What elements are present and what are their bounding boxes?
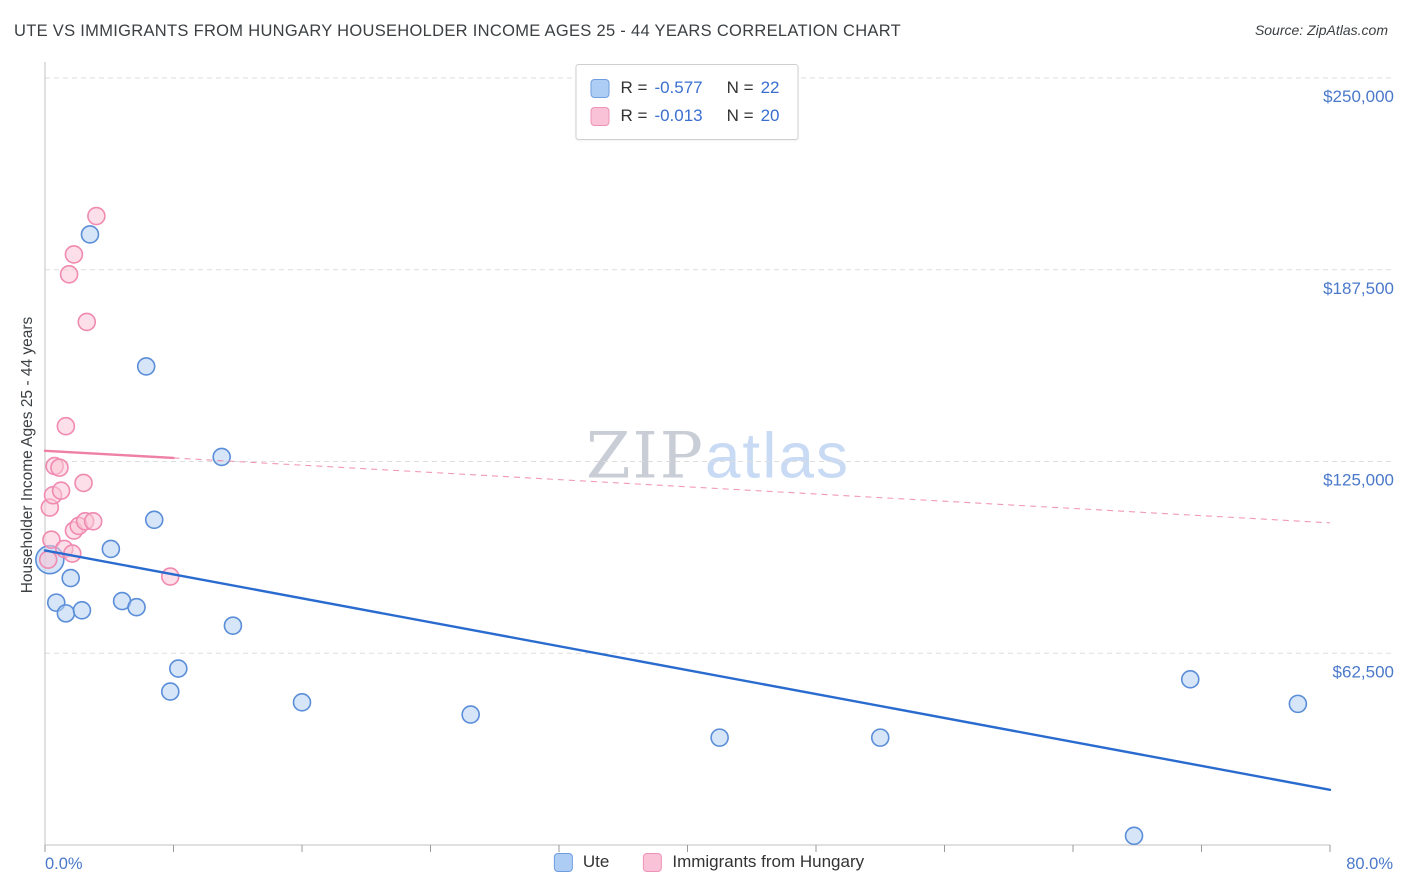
legend-row-ute: R = -0.577 N = 22 (590, 74, 780, 102)
hungary-series-label: Immigrants from Hungary (672, 852, 865, 871)
scatter-point-hungary (50, 458, 69, 477)
ute-series-label: Ute (582, 852, 610, 871)
scatter-point-ute (710, 728, 729, 747)
scatter-point-hungary (38, 550, 58, 569)
x-min-label: 0.0% (45, 855, 83, 873)
scatter-point-hungary (77, 312, 97, 332)
scatter-point-ute (292, 693, 312, 712)
scatter-point-ute (61, 568, 80, 588)
ute-n-value: 22 (760, 78, 780, 97)
y-tick-label: $125,000 (1323, 471, 1394, 490)
scatter-point-ute (1180, 670, 1200, 689)
scatter-point-hungary (51, 481, 71, 500)
ute-legend-swatch (590, 78, 610, 98)
scatter-point-ute (212, 447, 231, 467)
watermark: ZIPatlas (586, 419, 850, 494)
scatter-point-ute (160, 682, 180, 701)
scatter-point-ute (461, 705, 480, 724)
ute-r-label: R = (620, 78, 648, 97)
watermark-atlas: atlas (704, 419, 850, 492)
scatter-point-hungary (74, 473, 93, 493)
ute-swatch (553, 852, 573, 872)
scatter-point-ute (136, 357, 156, 376)
correlation-legend-box: R = -0.577 N = 22 R = -0.013 N = 20 (575, 64, 799, 140)
y-tick-label: $62,500 (1333, 662, 1394, 681)
scatter-point-ute (1288, 694, 1308, 714)
scatter-point-ute (169, 659, 188, 678)
scatter-point-ute (56, 604, 76, 623)
series-legend: Ute Immigrants from Hungary (553, 852, 888, 872)
legend-row-hungary: R = -0.013 N = 20 (590, 102, 780, 130)
hungary-n-label: N = (726, 106, 754, 125)
scatter-point-ute (101, 539, 121, 559)
scatter-point-ute (127, 597, 146, 617)
y-tick-label: $187,500 (1323, 279, 1394, 298)
page-title: UTE VS IMMIGRANTS FROM HUNGARY HOUSEHOLD… (14, 22, 902, 40)
y-axis-title: Householder Income Ages 25 - 44 years (19, 316, 36, 594)
y-tick-label: $250,000 (1323, 87, 1394, 106)
source-attribution: Source: ZipAtlas.com (1254, 22, 1388, 38)
scatter-point-ute (72, 600, 92, 620)
scatter-point-ute (870, 728, 890, 747)
scatter-point-hungary (59, 265, 79, 284)
scatter-point-hungary (87, 206, 106, 226)
header: UTE VS IMMIGRANTS FROM HUNGARY HOUSEHOLD… (0, 0, 1406, 56)
x-axis-footer: 0.0% Ute Immigrants from Hungary 80.0% (0, 851, 1406, 885)
hungary-r-label: R = (620, 106, 648, 125)
scatter-point-ute (144, 510, 164, 530)
ute-n-label: N = (726, 78, 754, 97)
hungary-swatch (643, 852, 663, 872)
hungary-legend-swatch (590, 106, 610, 126)
hungary-n-value: 20 (760, 106, 780, 125)
scatter-point-hungary (56, 416, 76, 436)
ute-trend-line (43, 549, 1332, 791)
scatter-point-hungary (42, 530, 61, 550)
hungary-r-value: -0.013 (654, 106, 703, 125)
x-max-label: 80.0% (1346, 855, 1393, 873)
scatter-point-hungary (83, 512, 103, 531)
scatter-point-ute (80, 225, 100, 244)
scatter-point-ute (1124, 826, 1144, 846)
hungary-trend-line (43, 449, 175, 460)
scatter-point-hungary (64, 245, 84, 264)
watermark-zip: ZIP (586, 419, 705, 494)
hungary-trend-line-extension (173, 457, 1331, 524)
scatter-point-ute (223, 616, 243, 635)
scatter-point-hungary (160, 567, 180, 586)
ute-r-value: -0.577 (654, 78, 703, 97)
